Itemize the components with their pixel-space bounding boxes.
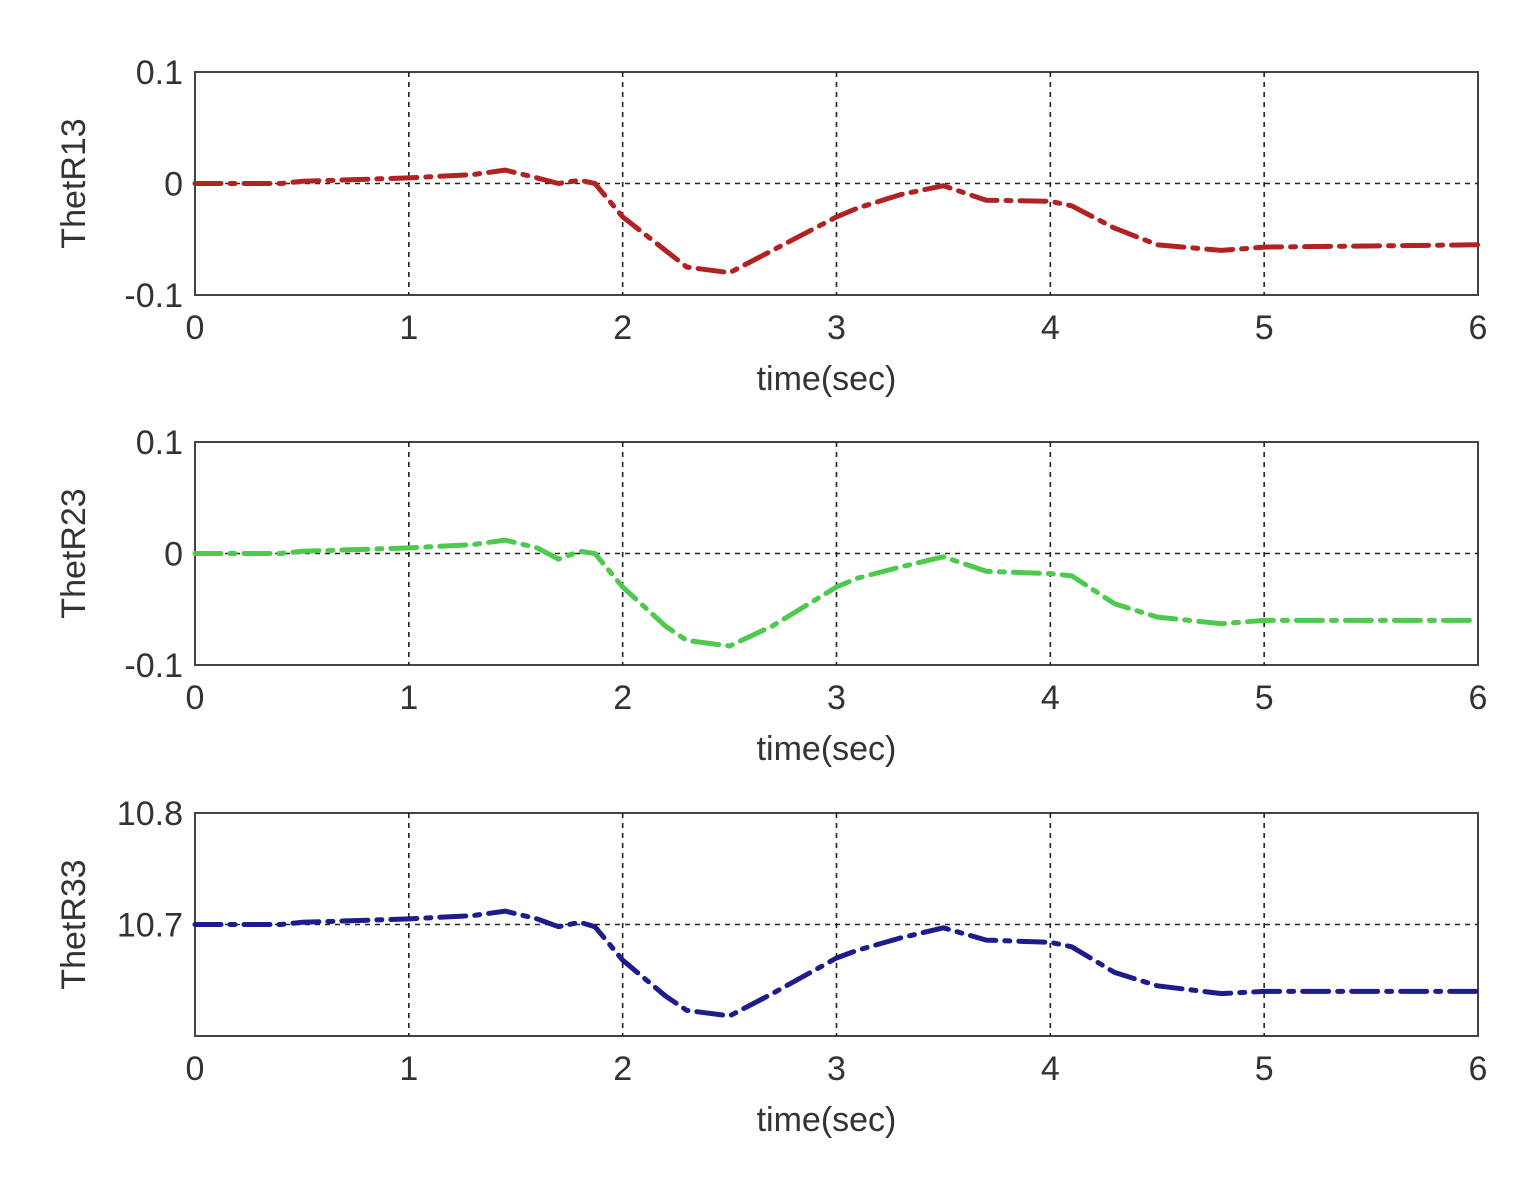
y-tick-label: 0 <box>164 166 183 204</box>
x-tick-label: 1 <box>399 679 418 717</box>
x-tick-label: 1 <box>399 1050 418 1088</box>
x-tick-label: 5 <box>1255 1050 1274 1088</box>
x-tick-label: 4 <box>1041 309 1060 347</box>
x-tick-label: 0 <box>186 679 205 717</box>
series-line-ThetR23 <box>192 537 1481 649</box>
x-tick-label: 1 <box>399 309 418 347</box>
y-tick-label: 0.1 <box>136 424 183 462</box>
y-axis-title: ThetR13 <box>55 118 93 248</box>
series-line-ThetR33 <box>192 908 1481 1019</box>
x-tick-label: 6 <box>1469 679 1488 717</box>
x-tick-label: 2 <box>613 309 632 347</box>
y-axis-title: ThetR33 <box>55 859 93 989</box>
y-tick-label: 0.1 <box>136 54 183 92</box>
x-tick-label: 2 <box>613 679 632 717</box>
x-tick-label: 0 <box>186 309 205 347</box>
series-line-ThetR13 <box>192 167 1481 276</box>
y-tick-label: -0.1 <box>124 647 183 685</box>
x-tick-label: 3 <box>827 1050 846 1088</box>
y-tick-label: 10.7 <box>117 907 183 945</box>
x-tick-label: 6 <box>1469 1050 1488 1088</box>
x-tick-label: 3 <box>827 679 846 717</box>
x-axis-title: time(sec) <box>757 1101 897 1139</box>
x-tick-label: 4 <box>1041 679 1060 717</box>
x-tick-label: 5 <box>1255 309 1274 347</box>
x-tick-label: 3 <box>827 309 846 347</box>
y-axis-title: ThetR23 <box>55 488 93 618</box>
x-tick-label: 2 <box>613 1050 632 1088</box>
x-axis-title: time(sec) <box>757 730 897 768</box>
x-tick-label: 6 <box>1469 309 1488 347</box>
x-axis-title: time(sec) <box>757 360 897 398</box>
y-tick-label: -0.1 <box>124 277 183 315</box>
x-tick-label: 5 <box>1255 679 1274 717</box>
x-tick-label: 0 <box>186 1050 205 1088</box>
y-tick-label: 0 <box>164 536 183 574</box>
subplot-3: 0 1 2 3 4 5 6 10.7 10.8 time(sec) ThetR33 <box>55 795 1487 1139</box>
x-tick-label: 4 <box>1041 1050 1060 1088</box>
y-tick-label: 10.8 <box>117 795 183 833</box>
